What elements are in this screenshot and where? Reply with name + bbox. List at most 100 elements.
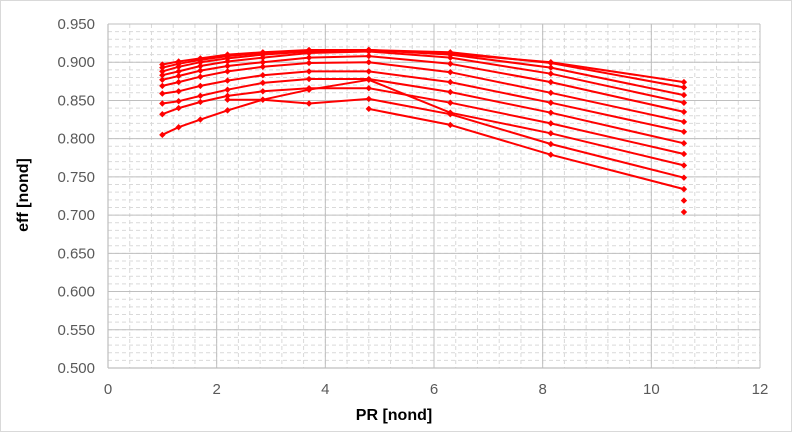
data-point — [305, 75, 313, 83]
x-tick-label: 4 — [321, 381, 329, 398]
data-point — [680, 208, 688, 216]
data-point — [197, 67, 204, 74]
y-tick-label: 0.650 — [57, 245, 95, 262]
data-point — [680, 99, 688, 106]
data-point — [159, 76, 166, 84]
data-point — [365, 85, 372, 92]
data-point — [305, 49, 313, 57]
data-point — [305, 59, 313, 67]
data-point — [447, 111, 454, 118]
data-point — [159, 64, 166, 71]
data-point — [159, 111, 166, 118]
x-tick-label: 2 — [212, 381, 220, 398]
data-point — [159, 90, 166, 97]
data-point — [224, 107, 231, 114]
data-point — [175, 124, 182, 131]
data-point — [175, 63, 182, 71]
data-point — [305, 54, 313, 61]
data-point — [547, 89, 555, 96]
y-tick-label: 0.800 — [57, 131, 95, 148]
data-point — [305, 100, 313, 107]
data-point — [224, 68, 231, 75]
data-point — [259, 63, 267, 71]
data-point — [680, 174, 688, 181]
data-point — [447, 99, 454, 106]
data-point — [680, 197, 688, 204]
data-point — [680, 185, 688, 193]
data-point — [680, 128, 688, 135]
data-point — [547, 64, 555, 71]
data-point — [547, 70, 555, 77]
data-point — [680, 78, 688, 86]
data-point — [159, 72, 166, 79]
data-point — [305, 86, 313, 93]
data-point — [680, 118, 688, 126]
series-line — [162, 70, 685, 133]
data-point — [447, 78, 454, 86]
y-axis-title: eff [nond] — [15, 158, 32, 232]
data-point — [159, 131, 166, 139]
data-point — [224, 96, 231, 103]
series-layer — [159, 46, 688, 216]
y-tick-label: 0.850 — [57, 92, 95, 109]
y-tick-label: 0.500 — [57, 360, 95, 377]
y-tick-label: 0.950 — [57, 16, 95, 33]
data-point — [547, 130, 555, 137]
series-line — [162, 55, 685, 113]
data-point — [224, 86, 231, 93]
data-point — [547, 59, 555, 67]
data-point — [197, 73, 204, 80]
data-point — [680, 91, 688, 99]
data-point — [224, 58, 231, 65]
x-tick-label: 6 — [430, 381, 438, 398]
axes — [107, 24, 760, 369]
data-point — [547, 151, 555, 158]
data-point — [197, 59, 204, 66]
y-tick-label: 0.600 — [57, 284, 95, 301]
data-point — [680, 84, 688, 91]
data-point — [175, 68, 182, 75]
data-point — [197, 62, 204, 70]
data-point — [259, 59, 267, 66]
y-tick-label: 0.750 — [57, 169, 95, 186]
data-point — [175, 72, 182, 80]
data-point — [547, 78, 555, 86]
data-point — [197, 98, 204, 106]
data-point — [680, 140, 688, 147]
data-point — [159, 100, 166, 107]
data-point — [547, 99, 555, 106]
grid — [107, 23, 761, 369]
x-tick-label: 10 — [643, 381, 660, 398]
data-point — [224, 62, 231, 70]
data-point — [365, 105, 372, 113]
data-point — [159, 68, 166, 75]
x-tick-label: 0 — [104, 381, 112, 398]
data-point — [447, 88, 454, 96]
data-point — [547, 109, 555, 116]
series-line — [162, 50, 685, 104]
data-point — [197, 116, 204, 123]
x-tick-label: 12 — [752, 381, 769, 398]
data-point — [224, 92, 231, 100]
data-point — [365, 76, 372, 84]
data-point — [224, 77, 231, 84]
data-point — [447, 60, 454, 67]
y-tick-label: 0.550 — [57, 322, 95, 339]
y-tick-label: 0.900 — [57, 54, 95, 71]
x-tick-label: 8 — [538, 381, 546, 398]
series-line — [161, 78, 685, 167]
x-axis-title: PR [nond] — [356, 407, 432, 424]
data-point — [175, 78, 182, 86]
data-point — [259, 88, 267, 95]
data-point — [680, 108, 688, 116]
data-point — [680, 150, 688, 158]
data-point — [365, 59, 372, 66]
data-point — [365, 68, 372, 75]
series-line — [161, 87, 685, 155]
data-point — [447, 68, 454, 76]
data-point — [159, 82, 166, 90]
data-point — [365, 95, 372, 103]
data-point — [259, 79, 267, 87]
